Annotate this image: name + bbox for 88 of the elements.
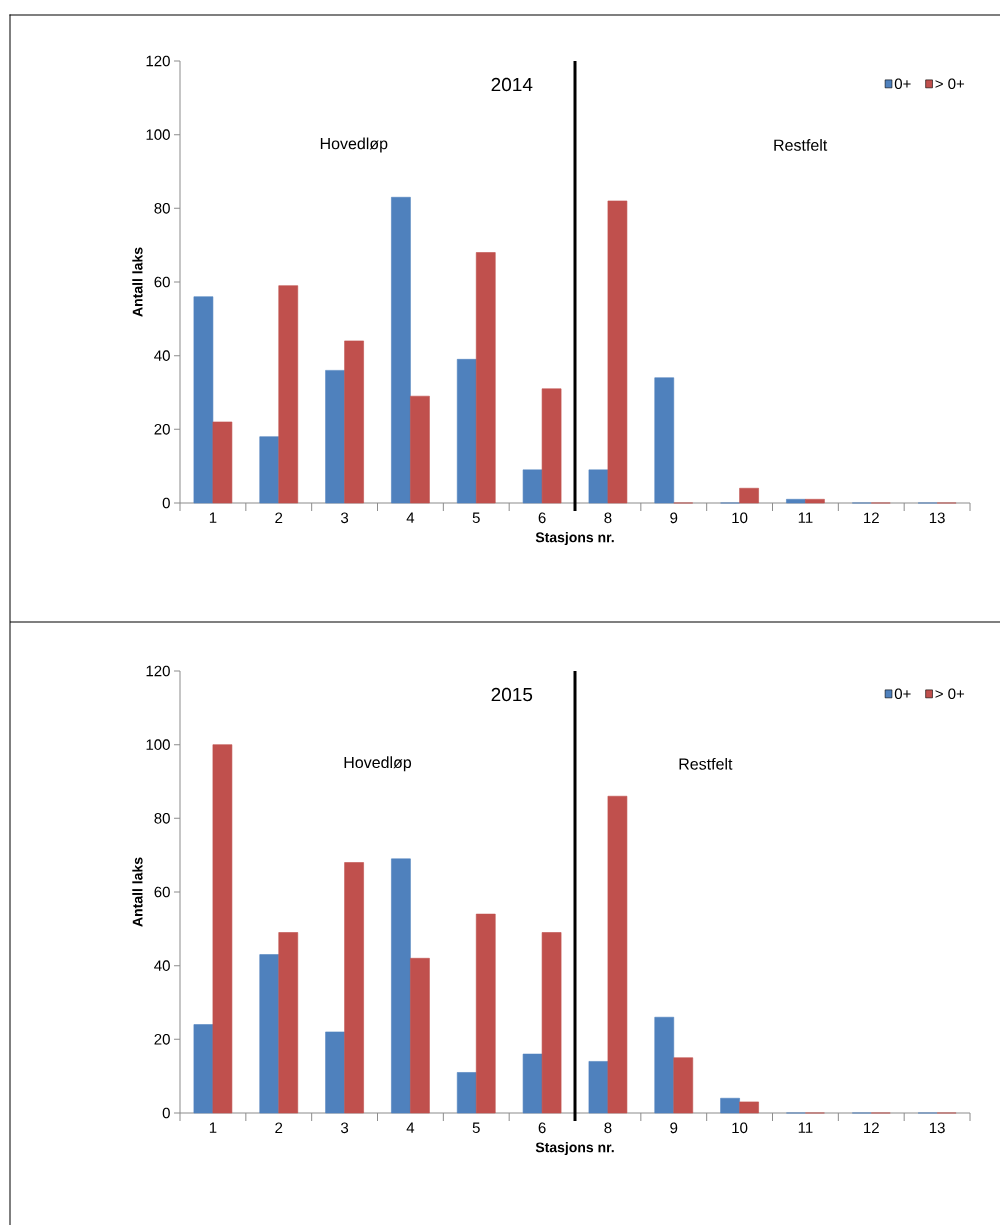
bar — [654, 1016, 675, 1114]
bar — [344, 340, 364, 504]
y-tick-label: 100 — [146, 129, 170, 140]
bar — [344, 862, 364, 1114]
bar — [588, 469, 609, 504]
bar — [739, 487, 759, 504]
x-tick-label: 8 — [604, 512, 612, 524]
x-axis-title: Stasjons nr. — [535, 532, 614, 546]
x-tick-label: 10 — [732, 1122, 748, 1134]
x-tick-label: 1 — [209, 1122, 217, 1133]
bar — [410, 395, 430, 504]
x-tick-label: 4 — [406, 1122, 415, 1133]
y-tick-label: 60 — [154, 886, 170, 898]
y-axis-title: Antall laks — [132, 247, 143, 317]
y-tick-label: 20 — [154, 1034, 170, 1045]
x-tick-label: 11 — [798, 1122, 813, 1133]
bar — [391, 196, 411, 504]
x-tick-label: 12 — [864, 512, 879, 523]
x-tick-label: 3 — [340, 1122, 349, 1134]
x-tick-label: 5 — [472, 512, 480, 523]
bar — [654, 377, 675, 504]
bar — [541, 932, 562, 1114]
text: 2014 — [491, 77, 533, 92]
y-tick-label: 40 — [154, 960, 170, 971]
x-tick-label: 1 — [209, 512, 217, 523]
legend-label: 0+ — [894, 688, 911, 700]
x-tick-label: 11 — [798, 512, 813, 523]
bar — [391, 858, 411, 1114]
text: 2015 — [491, 687, 533, 702]
bar — [212, 421, 233, 504]
bar — [475, 913, 496, 1114]
x-tick-label: 6 — [538, 512, 546, 524]
bar — [278, 932, 299, 1114]
bar — [456, 1072, 477, 1114]
x-tick-label: 13 — [929, 512, 945, 524]
bar — [212, 744, 233, 1114]
annotation: Hovedløp — [320, 137, 388, 153]
x-axis-title: Stasjons nr. — [535, 1142, 614, 1156]
x-tick-label: 5 — [472, 1122, 480, 1133]
y-tick-label: 20 — [154, 424, 170, 435]
y-tick-label: 120 — [146, 55, 170, 67]
bar — [193, 1024, 214, 1114]
bar — [607, 795, 628, 1114]
y-tick-label: 120 — [146, 665, 170, 677]
bar — [786, 499, 806, 504]
y-tick-label: 60 — [154, 276, 170, 288]
legend-label: > 0+ — [935, 78, 965, 90]
y-axis-title: Antall laks — [132, 857, 143, 927]
x-tick-label: 13 — [929, 1122, 945, 1134]
bar — [410, 958, 430, 1114]
bar — [456, 359, 477, 504]
x-tick-label: 4 — [406, 512, 415, 523]
x-tick-label: 9 — [670, 512, 678, 524]
bar — [739, 1101, 759, 1114]
bar — [673, 1057, 694, 1114]
y-tick-label: 40 — [154, 350, 170, 361]
legend-label: 0+ — [894, 78, 911, 90]
bar — [522, 469, 543, 504]
x-tick-label: 10 — [732, 512, 748, 524]
x-tick-label: 2 — [275, 1122, 283, 1133]
x-tick-label: 9 — [670, 1122, 678, 1134]
bar — [325, 1031, 345, 1114]
legend-label: > 0+ — [935, 688, 965, 700]
bar — [475, 252, 496, 504]
y-tick-label: 0 — [162, 1107, 170, 1119]
bar — [193, 296, 214, 504]
bar — [607, 200, 628, 504]
y-tick-label: 0 — [162, 497, 170, 509]
bar — [278, 285, 299, 504]
x-tick-label: 12 — [864, 1122, 879, 1133]
annotation: Restfelt — [679, 757, 733, 770]
bar — [325, 370, 345, 504]
bar — [259, 954, 280, 1114]
annotation: Hovedløp — [344, 756, 412, 772]
bar — [720, 1097, 740, 1114]
x-tick-label: 6 — [538, 1122, 546, 1134]
y-tick-label: 80 — [154, 203, 170, 214]
y-tick-label: 100 — [146, 739, 170, 750]
bar — [541, 388, 562, 504]
bar — [259, 436, 280, 504]
x-tick-label: 3 — [340, 512, 349, 524]
bar — [522, 1053, 543, 1114]
bar — [588, 1061, 609, 1114]
y-tick-label: 80 — [154, 813, 170, 824]
x-tick-label: 8 — [604, 1122, 612, 1134]
x-tick-label: 2 — [275, 512, 283, 523]
bar — [805, 499, 825, 504]
annotation: Restfelt — [774, 139, 828, 151]
